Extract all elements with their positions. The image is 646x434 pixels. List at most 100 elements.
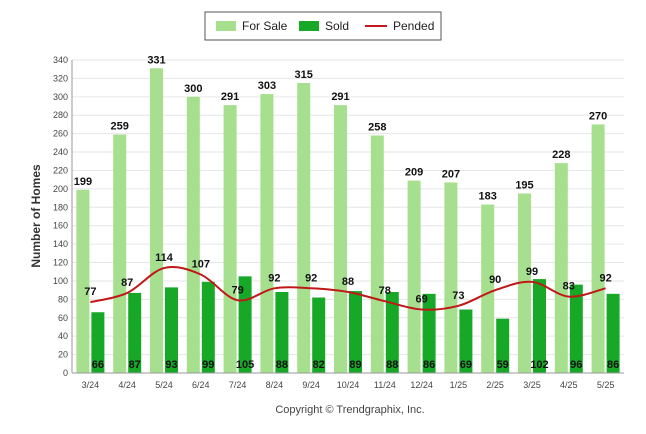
for-sale-data-label: 209 — [405, 167, 423, 179]
pended-data-label: 114 — [155, 252, 174, 264]
sold-data-label: 87 — [129, 359, 141, 371]
sold-bar — [275, 291, 289, 373]
for-sale-bar — [518, 193, 531, 373]
pended-data-label: 77 — [84, 286, 96, 298]
sold-bar — [91, 312, 105, 373]
sold-data-label: 105 — [236, 359, 254, 371]
sold-data-label: 89 — [349, 359, 361, 371]
for-sale-bar — [407, 180, 421, 373]
pended-data-label: 69 — [415, 293, 427, 305]
sold-data-label: 93 — [165, 359, 177, 371]
sold-data-label: 88 — [276, 359, 288, 371]
sold-bar — [496, 318, 510, 373]
pended-data-label: 92 — [599, 272, 611, 284]
pended-line-layer — [90, 266, 606, 311]
for-sale-data-label: 207 — [442, 168, 460, 180]
x-tick-label: 4/24 — [118, 380, 136, 390]
x-tick-label: 3/24 — [82, 380, 100, 390]
for-sale-bar — [554, 163, 568, 373]
x-tick-label: 5/25 — [597, 380, 615, 390]
sold-bar — [165, 287, 178, 373]
x-tick-label: 12/24 — [410, 380, 433, 390]
x-tick-label: 4/25 — [560, 380, 578, 390]
pended-data-label: 79 — [231, 284, 243, 296]
y-tick-label: 0 — [63, 368, 68, 378]
pended-data-label: 107 — [192, 258, 210, 270]
pended-data-label: 90 — [489, 274, 501, 286]
copyright-text: Copyright © Trendgraphix, Inc. — [275, 404, 424, 416]
sold-data-label: 86 — [423, 359, 435, 371]
x-tick-label: 11/24 — [374, 380, 396, 390]
x-tick-label: 9/24 — [302, 380, 320, 390]
y-tick-label: 180 — [53, 202, 68, 212]
for-sale-bar — [260, 94, 274, 373]
y-tick-label: 340 — [53, 55, 68, 65]
y-tick-label: 260 — [53, 129, 68, 139]
y-tick-label: 20 — [58, 350, 68, 360]
y-tick-label: 40 — [58, 331, 68, 341]
data-labels-layer: 199 66 77 259 87 87 331 93 114 300 99 107 291 105 79 30… — [74, 54, 620, 371]
sold-bar — [569, 284, 583, 373]
sold-bar — [128, 292, 142, 373]
for-sale-data-label: 183 — [479, 191, 497, 203]
legend: For Sale Sold Pended — [204, 11, 442, 41]
bars-layer — [76, 68, 620, 374]
y-tick-label: 200 — [53, 184, 68, 194]
pended-data-label: 78 — [379, 285, 391, 297]
y-tick-label: 300 — [53, 92, 68, 102]
y-tick-label: 240 — [53, 147, 68, 157]
x-tick-label: 2/25 — [486, 380, 504, 390]
for-sale-bar — [370, 135, 384, 373]
legend-pended-label: Pended — [393, 19, 434, 33]
x-tick-label: 10/24 — [337, 380, 360, 390]
x-tick-label: 7/24 — [229, 380, 247, 390]
for-sale-bar — [444, 182, 458, 373]
for-sale-data-label: 300 — [184, 83, 202, 95]
y-axis-label: Number of Homes — [29, 164, 43, 268]
x-tick-label: 6/24 — [192, 380, 210, 390]
sold-data-label: 66 — [92, 359, 104, 371]
for-sale-bar — [591, 124, 605, 373]
y-tick-label: 220 — [53, 165, 68, 175]
legend-sold-swatch — [299, 21, 319, 31]
legend-box — [204, 11, 442, 41]
for-sale-data-label: 291 — [331, 91, 349, 103]
sold-data-label: 59 — [497, 359, 509, 371]
sold-bar — [533, 279, 546, 373]
sold-bar — [385, 291, 399, 373]
sold-data-label: 86 — [607, 359, 619, 371]
sold-data-label: 69 — [460, 359, 472, 371]
sold-data-label: 96 — [570, 359, 582, 371]
y-tick-label: 60 — [58, 313, 68, 323]
axes-layer: 0 20 40 60 80 100 120 140 160 180 200 220 240 260 280 3… — [53, 55, 624, 390]
y-tick-label: 80 — [58, 294, 68, 304]
sold-data-label: 102 — [530, 359, 548, 371]
y-tick-label: 120 — [53, 258, 68, 268]
sold-bar — [606, 293, 620, 373]
gridlines — [72, 59, 624, 356]
for-sale-bar — [150, 68, 163, 374]
pended-data-label: 87 — [121, 277, 133, 289]
legend-sold-label: Sold — [325, 19, 349, 33]
sold-bar — [459, 309, 473, 373]
x-tick-label: 5/24 — [155, 380, 173, 390]
y-tick-label: 140 — [53, 239, 68, 249]
for-sale-bar — [223, 105, 237, 373]
for-sale-data-label: 228 — [552, 149, 570, 161]
for-sale-bar — [297, 83, 311, 373]
pended-data-label: 92 — [305, 272, 317, 284]
for-sale-bar — [76, 189, 90, 373]
for-sale-data-label: 303 — [258, 80, 276, 92]
pended-data-label: 73 — [452, 290, 464, 302]
for-sale-data-label: 199 — [74, 176, 92, 188]
pended-data-label: 88 — [342, 276, 354, 288]
pended-data-label: 92 — [268, 272, 280, 284]
sold-bar — [201, 281, 215, 373]
sold-data-label: 88 — [386, 359, 398, 371]
sold-bar — [312, 297, 326, 373]
for-sale-data-label: 259 — [111, 121, 129, 133]
x-tick-label: 1/25 — [450, 380, 468, 390]
for-sale-data-label: 270 — [589, 110, 607, 122]
x-tick-label: 3/25 — [523, 380, 541, 390]
